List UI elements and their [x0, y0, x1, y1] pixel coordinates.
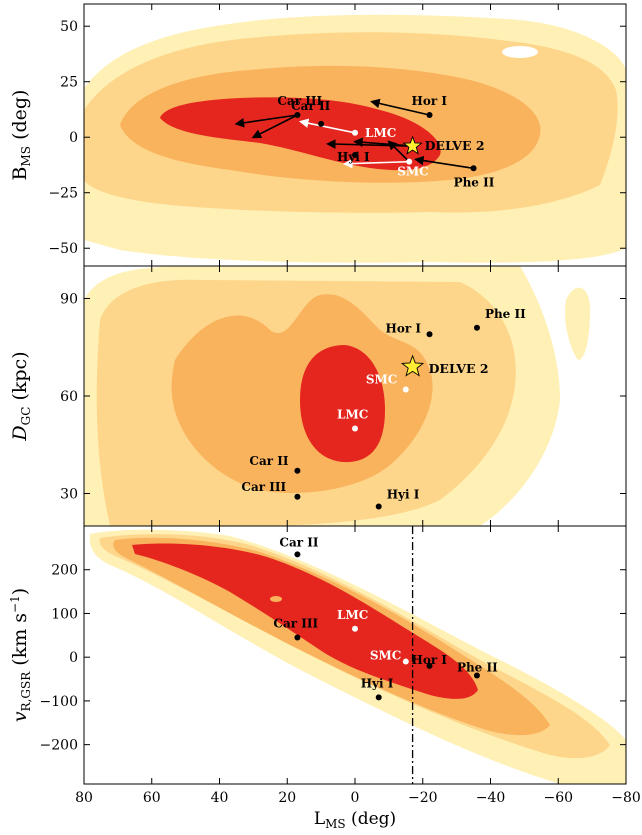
ytick-label-bms-2: 0 — [69, 130, 78, 146]
label-vgsr-smc: SMC — [370, 649, 402, 663]
label-bms-hyi-i: Hyi I — [337, 150, 370, 164]
arrow-8 — [414, 155, 474, 170]
label-dgc-phe-ii: Phe II — [485, 307, 526, 321]
xtick-label-0: 80 — [75, 790, 93, 806]
label-dgc-hyi-i: Hyi I — [387, 488, 420, 502]
ytick-label-vgsr-1: 100 — [51, 606, 78, 622]
label-dgc-car-iii: Car III — [241, 480, 286, 494]
label-dgc-hor-i: Hor I — [386, 321, 422, 335]
label-dgc-delve-2: DELVE 2 — [429, 361, 489, 376]
point-vgsr-smc — [402, 658, 409, 665]
label-bms-phe-ii: Phe II — [454, 175, 495, 189]
contour-inner-vgsr — [132, 543, 478, 699]
point-vgsr-car-ii — [294, 551, 301, 558]
motion-arrows — [234, 98, 474, 170]
label-bms-delve-2: DELVE 2 — [425, 138, 485, 153]
ylabel-bms: BMS (deg) — [9, 90, 33, 181]
label-bms-lmc: LMC — [365, 126, 396, 140]
arrow-3 — [298, 118, 356, 134]
ytick-label-bms-3: −25 — [48, 186, 78, 202]
ytick-label-dgc-2: 30 — [60, 487, 78, 503]
label-dgc-lmc: LMC — [337, 408, 368, 422]
point-dgc-car-iii — [294, 493, 301, 500]
point-bms-hyi-i — [352, 151, 358, 158]
label-vgsr-lmc: LMC — [337, 608, 368, 622]
arrow-2 — [370, 98, 430, 116]
xtick-label-2: 40 — [211, 790, 229, 806]
xlabel: LMS (deg) — [314, 809, 396, 831]
label-vgsr-hor-i: Hor I — [412, 653, 448, 667]
ytick-label-vgsr-0: 200 — [51, 563, 78, 579]
point-vgsr-lmc — [352, 625, 358, 632]
label-bms-car-ii: Car II — [291, 99, 330, 113]
label-vgsr-car-iii: Car III — [273, 617, 318, 631]
point-dgc-lmc — [352, 425, 358, 432]
label-vgsr-car-ii: Car II — [279, 535, 318, 549]
xtick-label-8: −80 — [611, 790, 641, 806]
contour-inner-dgc — [300, 345, 385, 463]
ytick-label-dgc-1: 60 — [60, 389, 78, 405]
point-bms-lmc — [352, 129, 358, 136]
ytick-label-bms-0: 50 — [60, 19, 78, 35]
contour-outer2b-dgc — [564, 287, 590, 360]
arrow-7 — [342, 158, 410, 169]
point-dgc-smc — [402, 386, 409, 393]
point-bms-delve-2 — [402, 135, 423, 155]
ytick-label-dgc-0: 90 — [60, 292, 78, 308]
point-vgsr-car-iii — [294, 634, 301, 641]
xtick-label-3: 20 — [278, 790, 296, 806]
ytick-label-vgsr-3: −100 — [40, 694, 78, 710]
ylabel-vgsr: vR,GSR (km s−1) — [8, 588, 33, 722]
arrow-5 — [325, 139, 413, 149]
point-bms-phe-ii — [470, 165, 477, 172]
arrow-0 — [234, 114, 298, 128]
label-dgc-car-ii: Car II — [249, 454, 288, 468]
contours-dgc — [84, 266, 590, 526]
contour-blob-vgsr — [270, 596, 282, 602]
label-bms-car-iii: Car III — [277, 94, 322, 108]
label-bms-hor-i: Hor I — [412, 94, 448, 108]
xtick-label-6: −40 — [476, 790, 506, 806]
point-bms-hor-i — [426, 112, 433, 119]
point-bms-car-ii — [318, 120, 325, 127]
label-bms-smc: SMC — [397, 165, 429, 179]
xtick-label-5: −20 — [408, 790, 438, 806]
point-dgc-hor-i — [426, 331, 433, 338]
arrow-6 — [387, 140, 410, 163]
ylabel-dgc: DGC (kpc) — [9, 351, 33, 441]
ytick-label-vgsr-4: −200 — [40, 738, 78, 754]
point-dgc-delve-2 — [400, 354, 425, 377]
contours-vgsr — [89, 529, 626, 784]
ytick-label-vgsr-2: 0 — [69, 650, 78, 666]
point-vgsr-phe-ii — [473, 672, 480, 679]
xtick-label-4: 0 — [351, 790, 360, 806]
label-dgc-smc: SMC — [366, 373, 398, 387]
xtick-label-1: 60 — [143, 790, 161, 806]
label-vgsr-phe-ii: Phe II — [457, 661, 498, 675]
xtick-label-7: −60 — [543, 790, 573, 806]
contours-bms — [84, 14, 626, 263]
contour-inner-bms — [160, 97, 441, 171]
contour-hole-bms — [502, 46, 538, 58]
point-bms-smc — [406, 158, 413, 165]
arrow-1 — [251, 114, 298, 139]
point-vgsr-hyi-i — [375, 694, 382, 701]
point-dgc-car-ii — [294, 467, 301, 474]
point-bms-car-iii — [294, 112, 301, 119]
point-dgc-phe-ii — [473, 324, 480, 331]
point-dgc-hyi-i — [375, 503, 382, 510]
point-vgsr-hor-i — [426, 662, 433, 669]
ytick-label-bms-1: 25 — [60, 75, 78, 91]
ytick-label-bms-4: −50 — [48, 241, 78, 257]
label-vgsr-hyi-i: Hyi I — [361, 676, 394, 690]
